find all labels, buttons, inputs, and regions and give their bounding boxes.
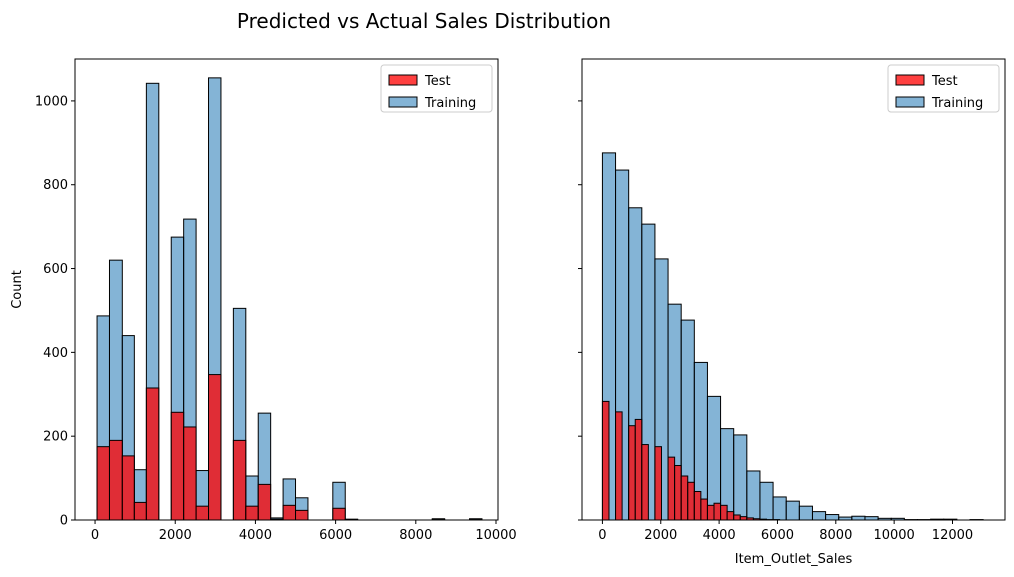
- figure-title: Predicted vs Actual Sales Distribution: [237, 9, 611, 33]
- histogram-bar: [602, 401, 609, 520]
- histogram-bar: [616, 412, 623, 520]
- histogram-bar: [171, 412, 183, 520]
- histogram-bar: [707, 396, 720, 520]
- legend-swatch-test: [896, 75, 924, 85]
- subplot-1: 0 2000 4000 6000 8000 10000 0 200 400 600 800 1000 C…: [10, 59, 517, 543]
- x-tick-label: 10000: [475, 528, 516, 543]
- x-tick-label: 2000: [644, 528, 677, 543]
- histogram-bar: [296, 510, 308, 520]
- x-tick-label: 10000: [873, 528, 914, 543]
- x-tick-label: 0: [91, 528, 99, 543]
- y-tick-label: 400: [43, 346, 68, 361]
- legend-swatch-training: [389, 97, 417, 107]
- legend-swatch-training: [896, 97, 924, 107]
- histogram-bar: [734, 435, 747, 520]
- histogram-bar: [812, 512, 825, 520]
- x-tick-label: 6000: [319, 528, 352, 543]
- x-axis-label: Item_Outlet_Sales: [735, 552, 853, 567]
- histogram-bar: [233, 440, 245, 520]
- histogram-bar: [122, 456, 134, 520]
- histogram-bar: [714, 503, 721, 520]
- y-tick-label: 800: [43, 178, 68, 193]
- histogram-bar: [694, 492, 701, 521]
- x-tick-label: 12000: [932, 528, 973, 543]
- histogram-bar: [629, 426, 636, 520]
- histogram-bar: [258, 484, 270, 520]
- x-tick-label: 4000: [239, 528, 272, 543]
- x-tick-label: 0: [598, 528, 606, 543]
- histogram-bar: [655, 447, 662, 520]
- legend-label-test: Test: [424, 74, 451, 89]
- subplot-2: 0 2000 4000 6000 8000 10000 12000 Item_Outlet_S…: [578, 59, 1005, 567]
- histogram-bar: [707, 505, 714, 520]
- x-tick-label: 6000: [761, 528, 794, 543]
- y-axis-label: Count: [10, 270, 25, 309]
- legend: Test Training: [888, 65, 999, 112]
- histogram-bar: [642, 445, 649, 520]
- histogram-bar: [826, 515, 839, 520]
- x-tick-label: 2000: [159, 528, 192, 543]
- histogram-bar: [675, 466, 682, 520]
- y-tick-label: 1000: [35, 94, 68, 109]
- axes-frame: [75, 59, 498, 520]
- histogram-bar: [701, 499, 708, 520]
- histogram-bar: [146, 388, 158, 520]
- histogram-bar: [184, 427, 196, 520]
- histogram-bar: [283, 505, 295, 520]
- histogram-bar: [109, 440, 122, 520]
- histogram-bar: [635, 419, 642, 520]
- histogram-bar: [799, 506, 812, 520]
- histogram-bar: [747, 471, 760, 520]
- legend-swatch-test: [389, 75, 417, 85]
- histogram-bar: [734, 515, 741, 520]
- y-tick-label: 0: [60, 514, 68, 529]
- histogram-bar: [688, 482, 695, 520]
- x-tick-label: 4000: [703, 528, 736, 543]
- histogram-bar: [773, 497, 786, 520]
- y-tick-label: 200: [43, 430, 68, 445]
- histogram-bar: [196, 506, 208, 520]
- legend-label-training: Training: [424, 96, 476, 111]
- legend-label-test: Test: [931, 74, 958, 89]
- histogram-bar: [727, 512, 734, 520]
- histogram-bar: [209, 375, 221, 520]
- histogram-bar: [681, 476, 688, 520]
- y-tick-label: 600: [43, 262, 68, 277]
- histogram-bar: [246, 506, 258, 520]
- histogram-bar: [852, 516, 865, 520]
- legend: Test Training: [381, 65, 492, 112]
- x-tick-label: 8000: [819, 528, 852, 543]
- histogram-bar: [760, 482, 773, 520]
- histogram-bar: [333, 508, 345, 520]
- histogram-bar: [865, 517, 878, 520]
- histogram-bar: [721, 505, 728, 520]
- x-tick-label: 8000: [399, 528, 432, 543]
- legend-label-training: Training: [931, 96, 983, 111]
- histogram-bar: [786, 501, 799, 520]
- histogram-bar: [668, 457, 675, 520]
- histogram-bar: [740, 517, 747, 520]
- histogram-bar: [97, 447, 109, 520]
- histogram-bar: [134, 502, 146, 520]
